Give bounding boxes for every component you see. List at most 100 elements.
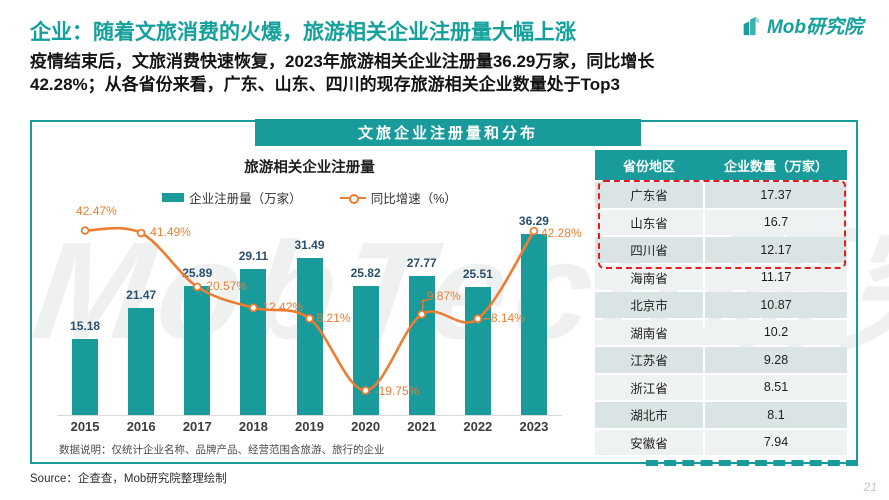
province-cell: 山东省 — [595, 209, 703, 235]
page-number: 21 — [863, 480, 877, 494]
line-marker — [249, 303, 258, 313]
count-cell: 12.17 — [705, 237, 847, 263]
growth-label: 8.14% — [490, 310, 525, 325]
bar-2017 — [184, 285, 211, 415]
chart-legend: 企业注册量（万家） 同比增速（%） — [57, 188, 562, 207]
bar-series-swatch-icon — [162, 193, 185, 202]
line-marker — [305, 314, 314, 323]
growth-label: -19.75% — [374, 383, 420, 398]
province-cell: 湖南省 — [595, 319, 703, 345]
growth-label: 20.57% — [206, 278, 247, 293]
bar-2015 — [72, 339, 99, 415]
content-panel: 文旅企业注册量和分布 旅游相关企业注册量 企业注册量（万家） 同比增速（%） 1… — [30, 119, 858, 466]
legend-item-line: 同比增速（%） — [339, 188, 457, 207]
x-axis-tick: 2020 — [351, 419, 381, 434]
count-cell: 8.1 — [705, 402, 847, 428]
page-title: 企业：随着文旅消费的火爆，旅游相关企业注册量大幅上涨 — [30, 21, 576, 44]
x-axis-labels: 2015 2016 2017 2018 2019 2020 2021 2022 2023 — [57, 419, 562, 434]
province-cell: 北京市 — [595, 292, 703, 318]
chart-title: 旅游相关企业注册量 — [244, 160, 375, 176]
brand-logo: Mob研究院 — [740, 12, 863, 39]
province-cell: 广东省 — [595, 182, 703, 208]
data-note: 数据说明：仅统计企业名称、品牌产品、经营范围含旅游、旅行的企业 — [59, 444, 385, 456]
line-marker — [80, 226, 90, 235]
count-cell: 11.17 — [705, 264, 847, 290]
bar-value-label: 31.49 — [294, 237, 325, 252]
table-row-海南省: 海南省 11.17 — [595, 264, 847, 290]
bar-value-label: 27.77 — [406, 256, 437, 271]
table-header-province: 省份地区 — [622, 158, 675, 174]
legend-label-bars: 企业注册量（万家） — [189, 192, 302, 206]
growth-label: 9.87% — [426, 289, 461, 304]
source-line: Source：企查查，Mob研究院整理绘制 — [30, 473, 227, 485]
table-row-安徽省: 安徽省 7.94 — [595, 429, 847, 455]
section-banner: 文旅企业注册量和分布 — [255, 119, 641, 146]
mob-building-icon — [743, 16, 760, 35]
count-cell: 16.7 — [705, 209, 847, 235]
line-marker — [529, 226, 539, 236]
table-row-山东省: 山东省 16.7 — [595, 209, 847, 235]
province-cell: 湖北市 — [595, 402, 703, 428]
province-cell: 江苏省 — [595, 347, 703, 373]
bar-2018 — [240, 269, 267, 415]
bar-2023 — [520, 233, 547, 415]
province-cell: 浙江省 — [595, 374, 703, 400]
line-marker — [473, 314, 483, 324]
table-row-广东省: 广东省 17.37 — [595, 182, 847, 208]
line-marker — [361, 386, 370, 395]
bar-value-label: 15.18 — [70, 319, 101, 334]
growth-label: 8.21% — [316, 310, 351, 325]
table-row-江苏省: 江苏省 9.28 — [595, 347, 847, 373]
count-cell: 9.28 — [705, 347, 847, 373]
province-cell: 海南省 — [595, 264, 703, 290]
growth-label: 12.42% — [262, 299, 304, 314]
table-row-浙江省: 浙江省 8.51 — [595, 374, 847, 400]
table-row-四川省: 四川省 12.17 — [595, 237, 847, 263]
table-row-湖北市: 湖北市 8.1 — [595, 402, 847, 428]
table-row-北京市: 北京市 10.87 — [595, 292, 847, 318]
line-marker — [417, 310, 427, 319]
bar-value-label: 25.51 — [462, 267, 493, 282]
table-header-row: 省份地区 企业数量（万家） — [595, 150, 847, 180]
x-axis-tick: 2022 — [463, 419, 493, 434]
line-marker — [192, 282, 202, 292]
count-cell: 10.87 — [705, 292, 847, 318]
bar-value-label: 25.89 — [182, 265, 213, 280]
growth-line-svg — [80, 226, 539, 395]
table-body: 广东省 17.37 山东省 16.7 四川省 12.17 海南省 11.17 北京市 10.87 湖… — [595, 182, 847, 455]
province-cell: 四川省 — [595, 237, 703, 263]
growth-label: 42.28% — [540, 225, 582, 240]
bar-2021 — [408, 276, 435, 415]
growth-label: 42.47% — [76, 203, 117, 218]
legend-label-line: 同比增速（%） — [370, 192, 457, 206]
x-axis-tick: 2019 — [295, 419, 324, 434]
x-axis-tick: 2015 — [70, 419, 100, 434]
table-row-湖南省: 湖南省 10.2 — [595, 319, 847, 345]
count-cell: 7.94 — [705, 429, 847, 455]
page-subtitle: 疫情结束后，文旅消费快速恢复，2023年旅游相关企业注册量36.29万家，同比增… — [30, 52, 655, 94]
combo-chart-plot: 15.18 21.47 25.89 29.11 31.49 25.82 27.77 25.51… — [57, 204, 582, 416]
bar-2016 — [128, 307, 155, 415]
table-header-count: 企业数量（万家） — [723, 158, 828, 174]
teal-dashed-artifact — [646, 460, 858, 466]
bar-value-label: 25.82 — [350, 265, 381, 280]
line-series-swatch-icon — [339, 193, 366, 204]
x-axis-tick: 2021 — [407, 419, 437, 434]
legend-item-bars: 企业注册量（万家） — [162, 188, 302, 207]
header: 企业：随着文旅消费的火爆，旅游相关企业注册量大幅上涨 疫情结束后，文旅消费快速恢… — [30, 20, 770, 96]
bar-value-label: 21.47 — [126, 287, 157, 302]
growth-label: 41.49% — [150, 225, 191, 240]
line-marker — [136, 228, 146, 238]
x-axis-tick: 2023 — [519, 419, 549, 434]
x-axis-tick: 2016 — [126, 419, 156, 434]
bar-value-label: 29.11 — [238, 249, 269, 264]
count-cell: 8.51 — [705, 374, 847, 400]
bar-value-label: 36.29 — [518, 213, 549, 228]
brand-name: Mob研究院 — [766, 17, 863, 38]
x-axis-tick: 2017 — [182, 419, 212, 434]
province-cell: 安徽省 — [595, 429, 703, 455]
count-cell: 17.37 — [705, 182, 847, 208]
bar-2019 — [296, 257, 323, 415]
x-axis-tick: 2018 — [238, 419, 268, 434]
